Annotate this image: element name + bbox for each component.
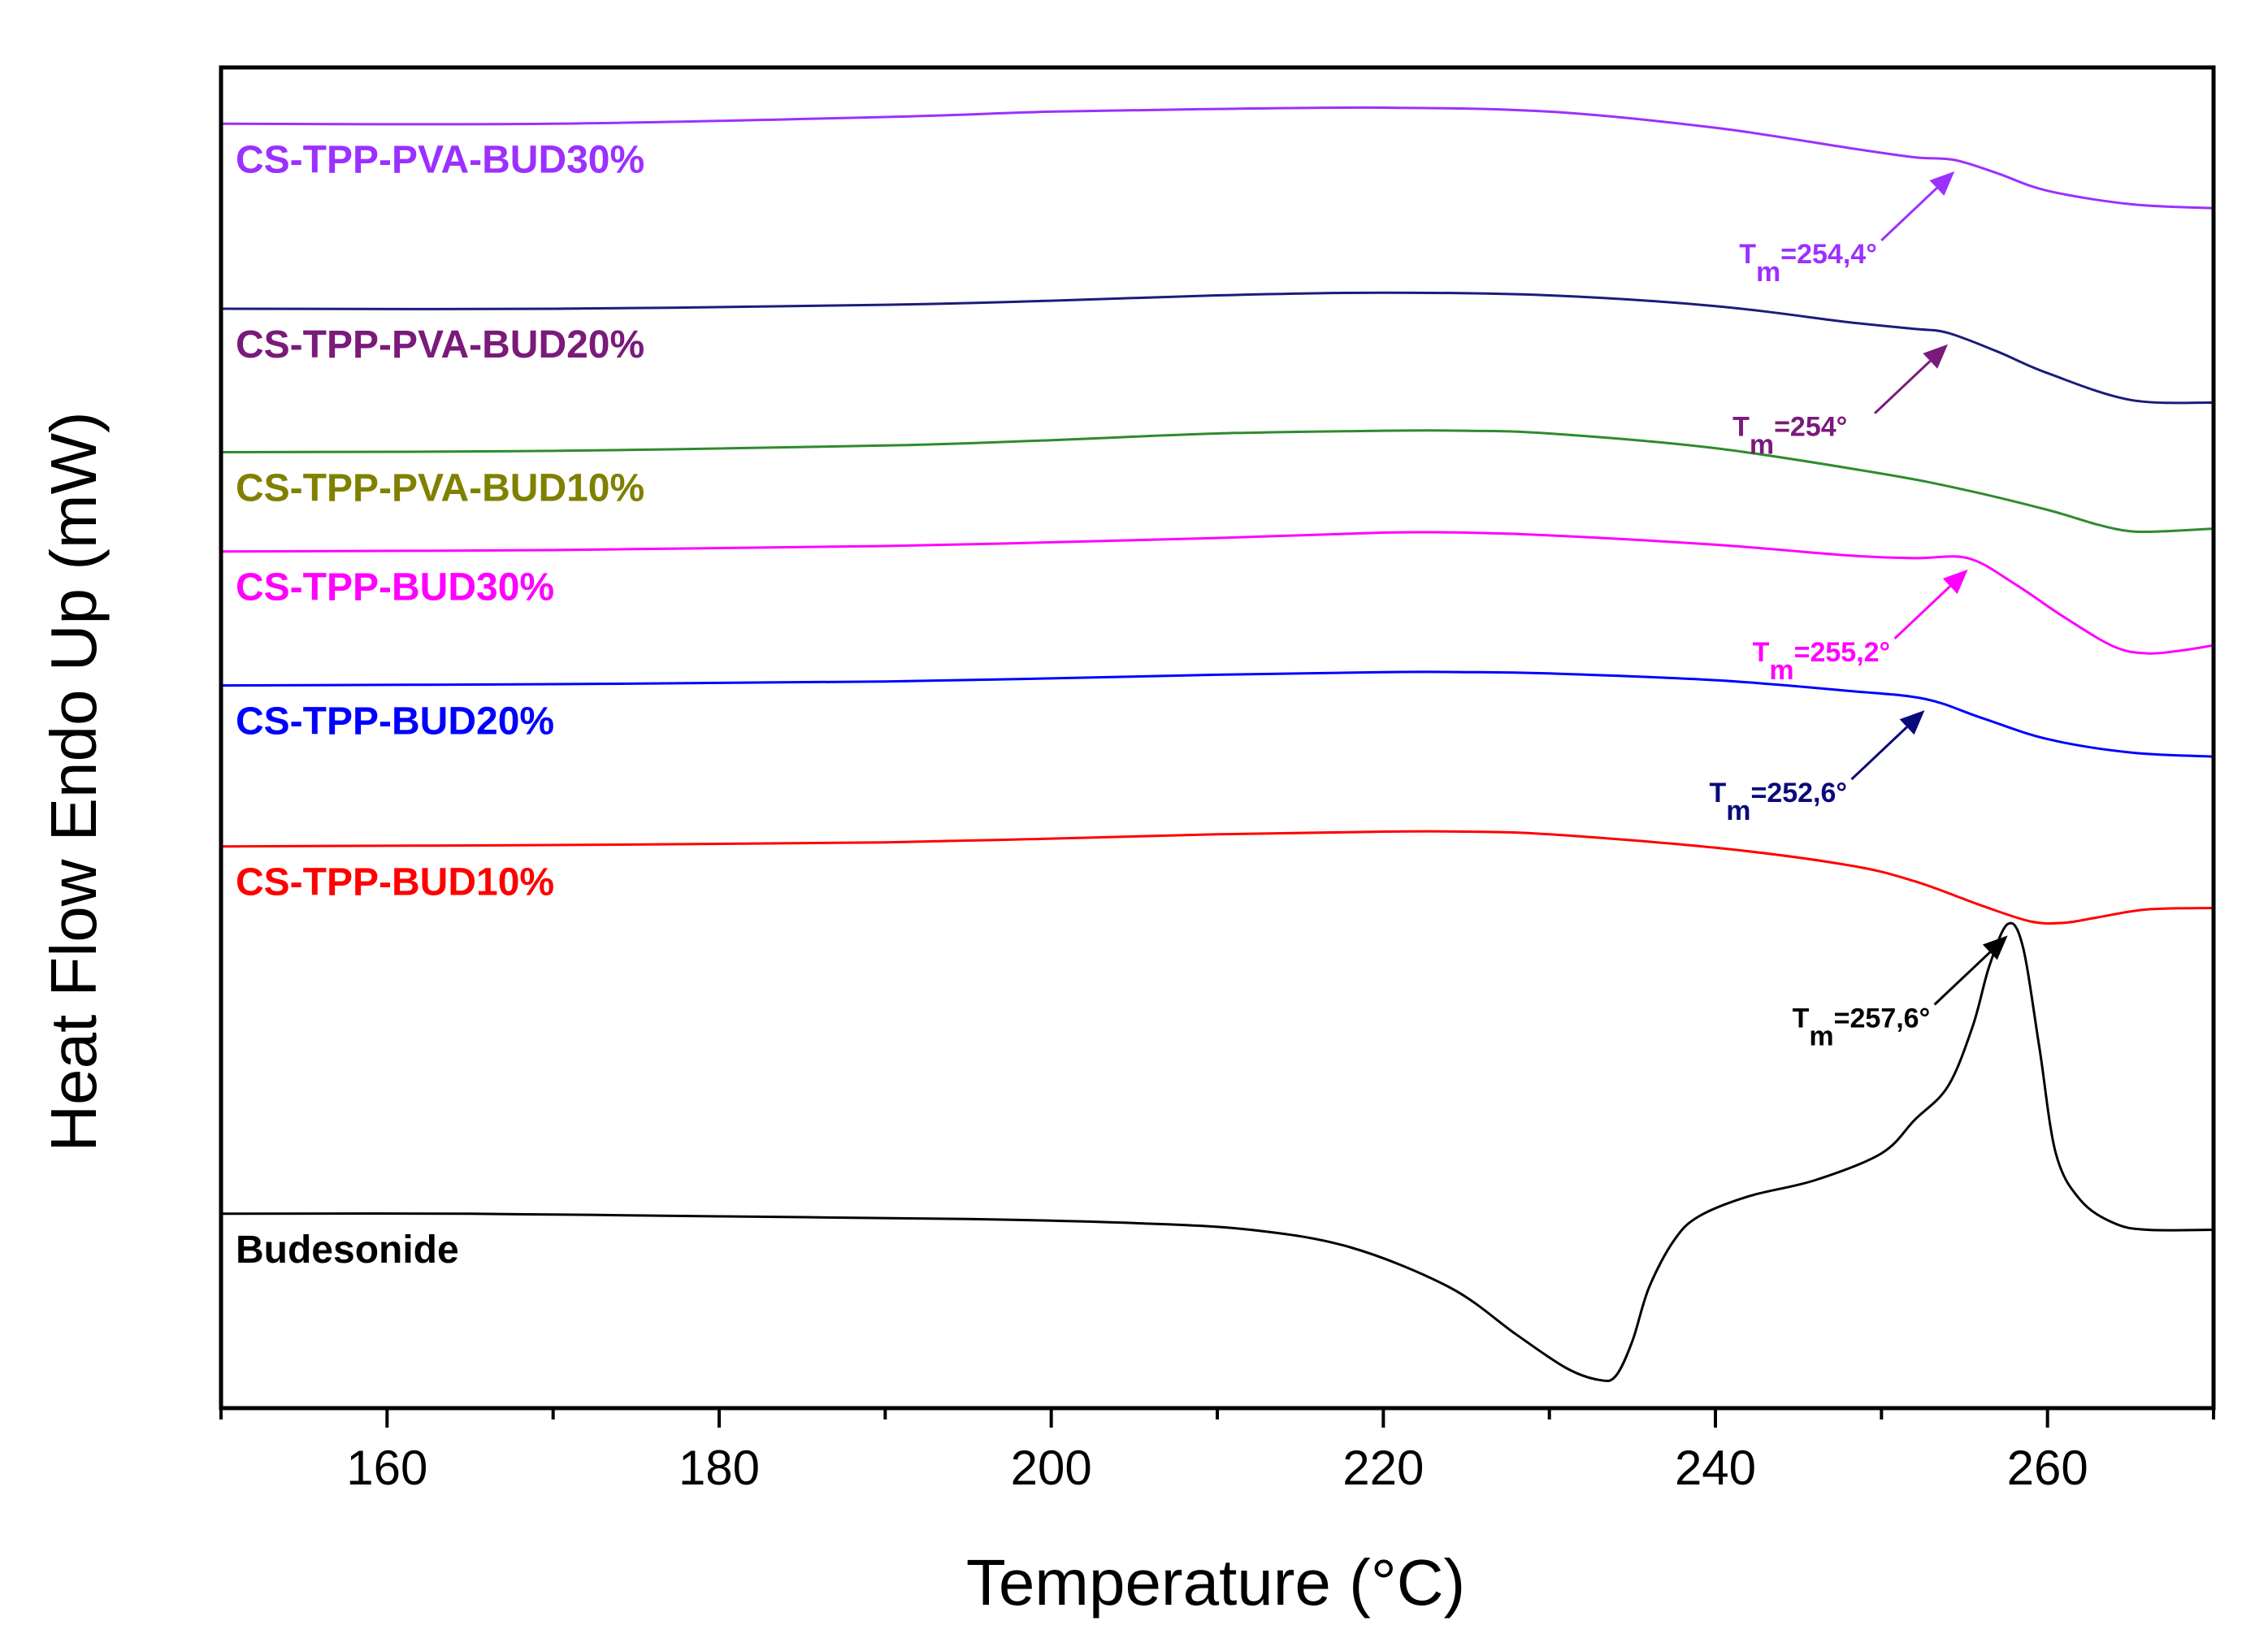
x-axis-title: Temperature (°C): [966, 1546, 1465, 1619]
tm-label: Tm=255,2°: [1753, 637, 1891, 686]
tm-arrow-line: [1850, 726, 1908, 781]
tm-subscript: m: [1750, 430, 1774, 461]
series-label: Budesonide: [236, 1229, 459, 1272]
tm-subscript: m: [1756, 257, 1780, 288]
series-line-cs-tpp-bud20-: [219, 670, 2215, 758]
tm-symbol: T: [1732, 412, 1750, 443]
tm-arrow-line: [1880, 187, 1938, 241]
tm-arrow-line: [1933, 951, 1991, 1006]
series-line-cs-tpp-pva-bud30-: [219, 106, 2215, 210]
x-tick-label: 180: [679, 1441, 760, 1495]
series-label: CS-TPP-PVA-BUD30%: [236, 138, 644, 181]
x-tick-label: 220: [1342, 1441, 1424, 1495]
tm-value: =252,6°: [1750, 778, 1847, 808]
tm-arrowhead: [1899, 710, 1925, 735]
series-line-cs-tpp-bud30-: [219, 531, 2215, 655]
tm-arrow-line: [1874, 360, 1932, 414]
series-label: CS-TPP-BUD30%: [236, 566, 554, 609]
tm-value: =255,2°: [1794, 637, 1891, 668]
tm-label: Tm=257,6°: [1793, 1003, 1931, 1051]
series-line-cs-tpp-pva-bud10-: [219, 429, 2215, 534]
tm-label: Tm=254°: [1732, 412, 1847, 461]
series-label: CS-TPP-BUD20%: [236, 700, 554, 743]
x-tick-label: 260: [2007, 1441, 2088, 1495]
series-line-cs-tpp-bud10-: [219, 830, 2215, 925]
tm-subscript: m: [1769, 655, 1793, 686]
tm-arrowhead: [1942, 569, 1968, 594]
x-tick-label: 200: [1011, 1441, 1092, 1495]
tm-arrowhead: [1982, 935, 2008, 960]
series-layer: [219, 106, 2215, 1383]
series-label: CS-TPP-PVA-BUD10%: [236, 467, 644, 510]
tm-arrowhead: [1929, 171, 1955, 196]
x-tick-label: 240: [1675, 1441, 1756, 1495]
tm-value: =254°: [1774, 412, 1847, 443]
tm-symbol: T: [1753, 637, 1770, 668]
tm-arrowhead: [1923, 344, 1949, 369]
tm-value: =254,4°: [1780, 239, 1877, 270]
series-line-budesonide: [219, 921, 2215, 1383]
tm-symbol: T: [1739, 239, 1756, 270]
y-axis-title: Heat Flow Endo Up (mW): [37, 411, 110, 1151]
series-line-cs-tpp-pva-bud20-: [219, 291, 2215, 405]
tm-symbol: T: [1709, 778, 1726, 808]
tm-subscript: m: [1726, 795, 1750, 826]
series-label-layer: CS-TPP-PVA-BUD30% CS-TPP-PVA-BUD20% CS-TPP…: [236, 138, 644, 1271]
series-label: CS-TPP-PVA-BUD20%: [236, 323, 644, 366]
x-axis-ticks: 160 180 200 220 240 260: [219, 1408, 2215, 1495]
annotation-layer: Tm=254,4°Tm=254°Tm=255,2°Tm=252,6°Tm=257…: [1709, 171, 2008, 1051]
tm-label: Tm=254,4°: [1739, 239, 1877, 288]
tm-value: =257,6°: [1834, 1003, 1931, 1034]
tm-arrow-line: [1893, 585, 1951, 639]
x-tick-label: 160: [346, 1441, 427, 1495]
tm-subscript: m: [1809, 1021, 1833, 1051]
tm-label: Tm=252,6°: [1709, 778, 1847, 826]
series-label: CS-TPP-BUD10%: [236, 861, 554, 904]
tm-symbol: T: [1793, 1003, 1810, 1034]
